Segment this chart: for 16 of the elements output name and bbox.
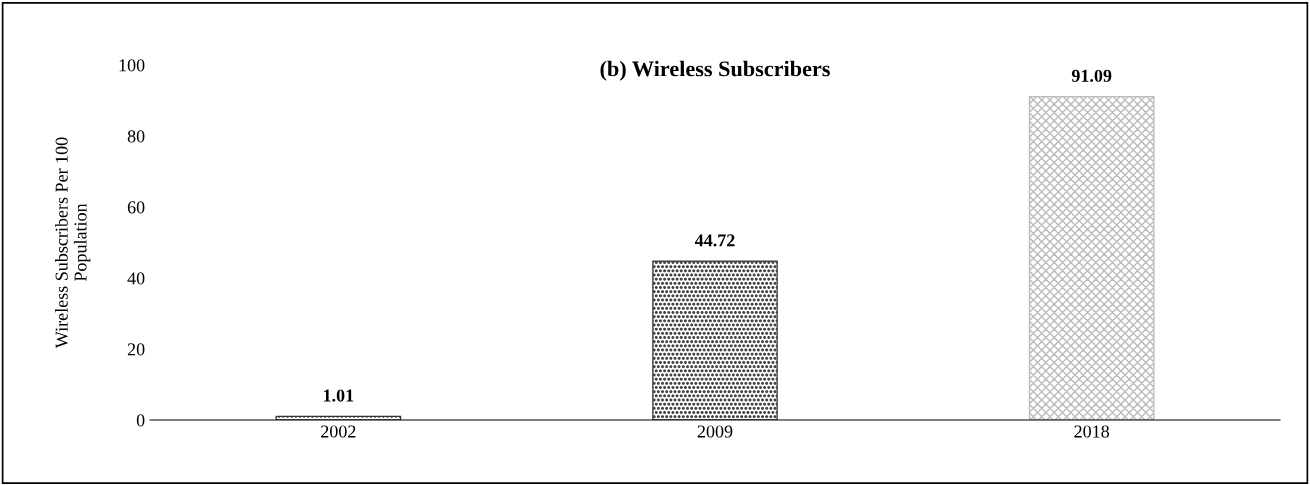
y-tick-label: 60 <box>127 201 145 214</box>
y-tick-label: 0 <box>136 414 145 427</box>
data-label: 91.09 <box>1071 69 1112 82</box>
data-label: 1.01 <box>323 389 354 402</box>
bar <box>652 260 778 420</box>
x-tick-label: 2002 <box>321 425 356 438</box>
chart-title: (b) Wireless Subscribers <box>600 60 830 81</box>
y-tick-label: 20 <box>127 343 145 356</box>
data-label: 44.72 <box>694 234 735 247</box>
x-tick-label: 2009 <box>697 425 733 438</box>
bar <box>1028 95 1155 420</box>
y-axis-title: Wireless Subscribers Per 100 Population <box>55 137 91 349</box>
y-tick-label: 100 <box>119 59 145 72</box>
y-tick-label: 80 <box>127 130 145 143</box>
y-tick-label: 40 <box>127 272 145 285</box>
x-tick-label: 2018 <box>1074 425 1110 438</box>
